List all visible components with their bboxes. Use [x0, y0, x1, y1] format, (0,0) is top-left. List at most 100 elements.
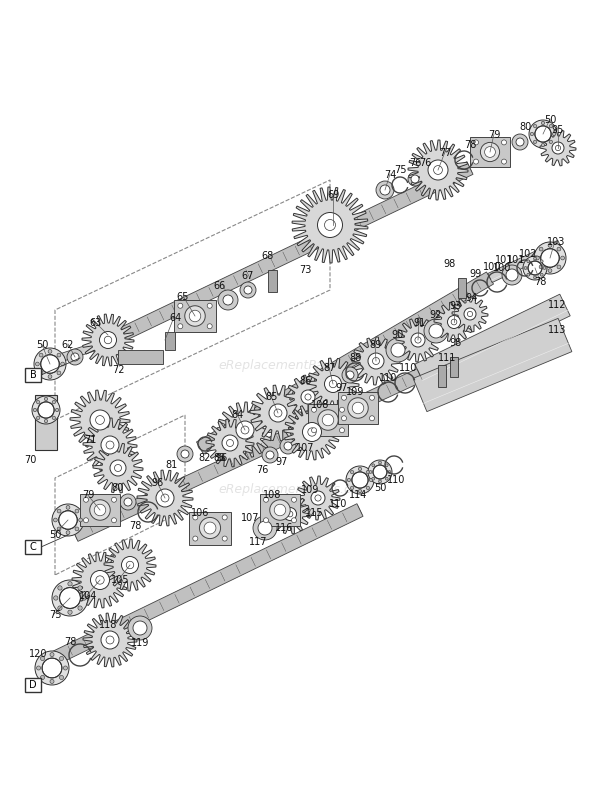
Circle shape	[552, 132, 556, 136]
Polygon shape	[72, 369, 423, 541]
Text: 115: 115	[305, 508, 323, 518]
Circle shape	[434, 166, 442, 175]
Circle shape	[312, 428, 316, 433]
Circle shape	[372, 464, 375, 467]
Text: 114: 114	[349, 490, 367, 500]
Text: B: B	[30, 370, 37, 380]
Polygon shape	[307, 358, 359, 410]
Circle shape	[122, 556, 139, 574]
Text: 110: 110	[399, 363, 417, 373]
Circle shape	[373, 465, 387, 479]
Circle shape	[368, 353, 384, 369]
Polygon shape	[97, 162, 473, 351]
Text: 98: 98	[450, 338, 462, 348]
Text: 94: 94	[466, 293, 478, 303]
Circle shape	[41, 675, 44, 680]
Circle shape	[348, 478, 350, 482]
Polygon shape	[434, 302, 474, 342]
Text: 62: 62	[62, 340, 74, 350]
Circle shape	[222, 435, 238, 451]
Circle shape	[530, 132, 533, 136]
Circle shape	[291, 518, 297, 523]
Circle shape	[528, 261, 542, 275]
Circle shape	[533, 257, 536, 260]
Text: 76: 76	[256, 465, 268, 475]
Circle shape	[50, 653, 54, 657]
Text: 93: 93	[449, 301, 461, 311]
Text: 104: 104	[79, 591, 97, 601]
Circle shape	[244, 286, 252, 294]
Circle shape	[156, 489, 174, 507]
Circle shape	[516, 138, 524, 146]
Bar	[80, 494, 120, 526]
Circle shape	[75, 527, 79, 531]
Polygon shape	[206, 419, 254, 467]
Circle shape	[385, 477, 388, 480]
Circle shape	[303, 422, 322, 441]
Circle shape	[84, 518, 88, 523]
Circle shape	[84, 497, 88, 502]
Circle shape	[222, 536, 227, 541]
Circle shape	[60, 587, 80, 608]
Text: 98: 98	[444, 259, 456, 269]
Circle shape	[541, 121, 545, 124]
Text: 108: 108	[311, 400, 329, 410]
Circle shape	[54, 596, 58, 600]
Circle shape	[315, 495, 321, 501]
Circle shape	[32, 396, 60, 424]
Circle shape	[342, 367, 358, 383]
Circle shape	[110, 460, 126, 476]
Bar	[260, 494, 300, 526]
Polygon shape	[72, 552, 128, 608]
Text: 68: 68	[262, 251, 274, 261]
Circle shape	[372, 358, 379, 365]
Circle shape	[63, 666, 67, 670]
Polygon shape	[415, 294, 570, 385]
Text: 101: 101	[495, 255, 513, 265]
Circle shape	[57, 509, 61, 513]
Polygon shape	[284, 404, 340, 460]
Circle shape	[66, 505, 70, 509]
Circle shape	[284, 442, 292, 450]
Circle shape	[308, 428, 316, 437]
Circle shape	[274, 504, 286, 516]
Circle shape	[535, 126, 551, 142]
Text: 73: 73	[299, 265, 311, 275]
Text: 78: 78	[64, 637, 76, 647]
Circle shape	[42, 658, 62, 678]
Text: 107: 107	[241, 513, 259, 523]
Text: 95: 95	[552, 125, 564, 135]
Circle shape	[411, 175, 419, 183]
Text: 74: 74	[384, 170, 396, 180]
Text: 84: 84	[232, 410, 244, 420]
Polygon shape	[83, 418, 137, 472]
Text: 109: 109	[301, 485, 319, 495]
Text: eReplacementParts.com: eReplacementParts.com	[219, 484, 371, 496]
Circle shape	[44, 420, 48, 423]
Circle shape	[342, 395, 346, 401]
Circle shape	[339, 428, 345, 433]
Circle shape	[539, 265, 543, 269]
Circle shape	[78, 606, 82, 610]
Circle shape	[376, 181, 394, 199]
Circle shape	[59, 511, 77, 529]
Bar	[268, 270, 277, 292]
Text: 118: 118	[99, 620, 117, 630]
Circle shape	[96, 576, 104, 584]
Circle shape	[415, 337, 421, 343]
Circle shape	[39, 371, 43, 375]
Text: 120: 120	[29, 649, 47, 659]
Text: 82: 82	[199, 453, 211, 463]
Text: C: C	[30, 542, 37, 552]
Circle shape	[339, 407, 345, 413]
Text: 92: 92	[430, 310, 442, 320]
Circle shape	[540, 249, 559, 267]
Polygon shape	[452, 296, 488, 332]
Text: 50: 50	[49, 530, 61, 540]
Circle shape	[114, 464, 122, 472]
Bar	[118, 350, 163, 364]
Text: 79: 79	[82, 490, 94, 500]
Circle shape	[540, 273, 543, 276]
Circle shape	[161, 494, 169, 502]
Circle shape	[274, 409, 282, 417]
